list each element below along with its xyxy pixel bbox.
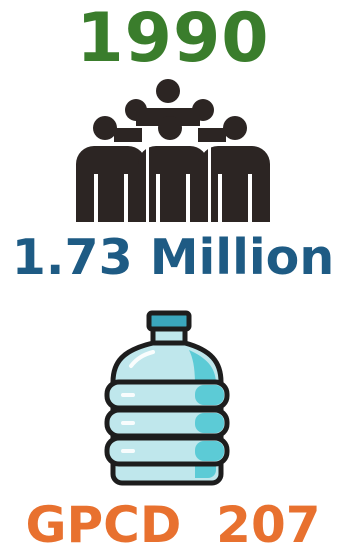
population-value: 1.73 Million [11,229,335,286]
people-group-icon [76,79,270,223]
water-bottle-icon [104,310,230,486]
year-heading: 1990 [76,0,270,78]
gpcd-value: GPCD 207 [25,496,321,554]
